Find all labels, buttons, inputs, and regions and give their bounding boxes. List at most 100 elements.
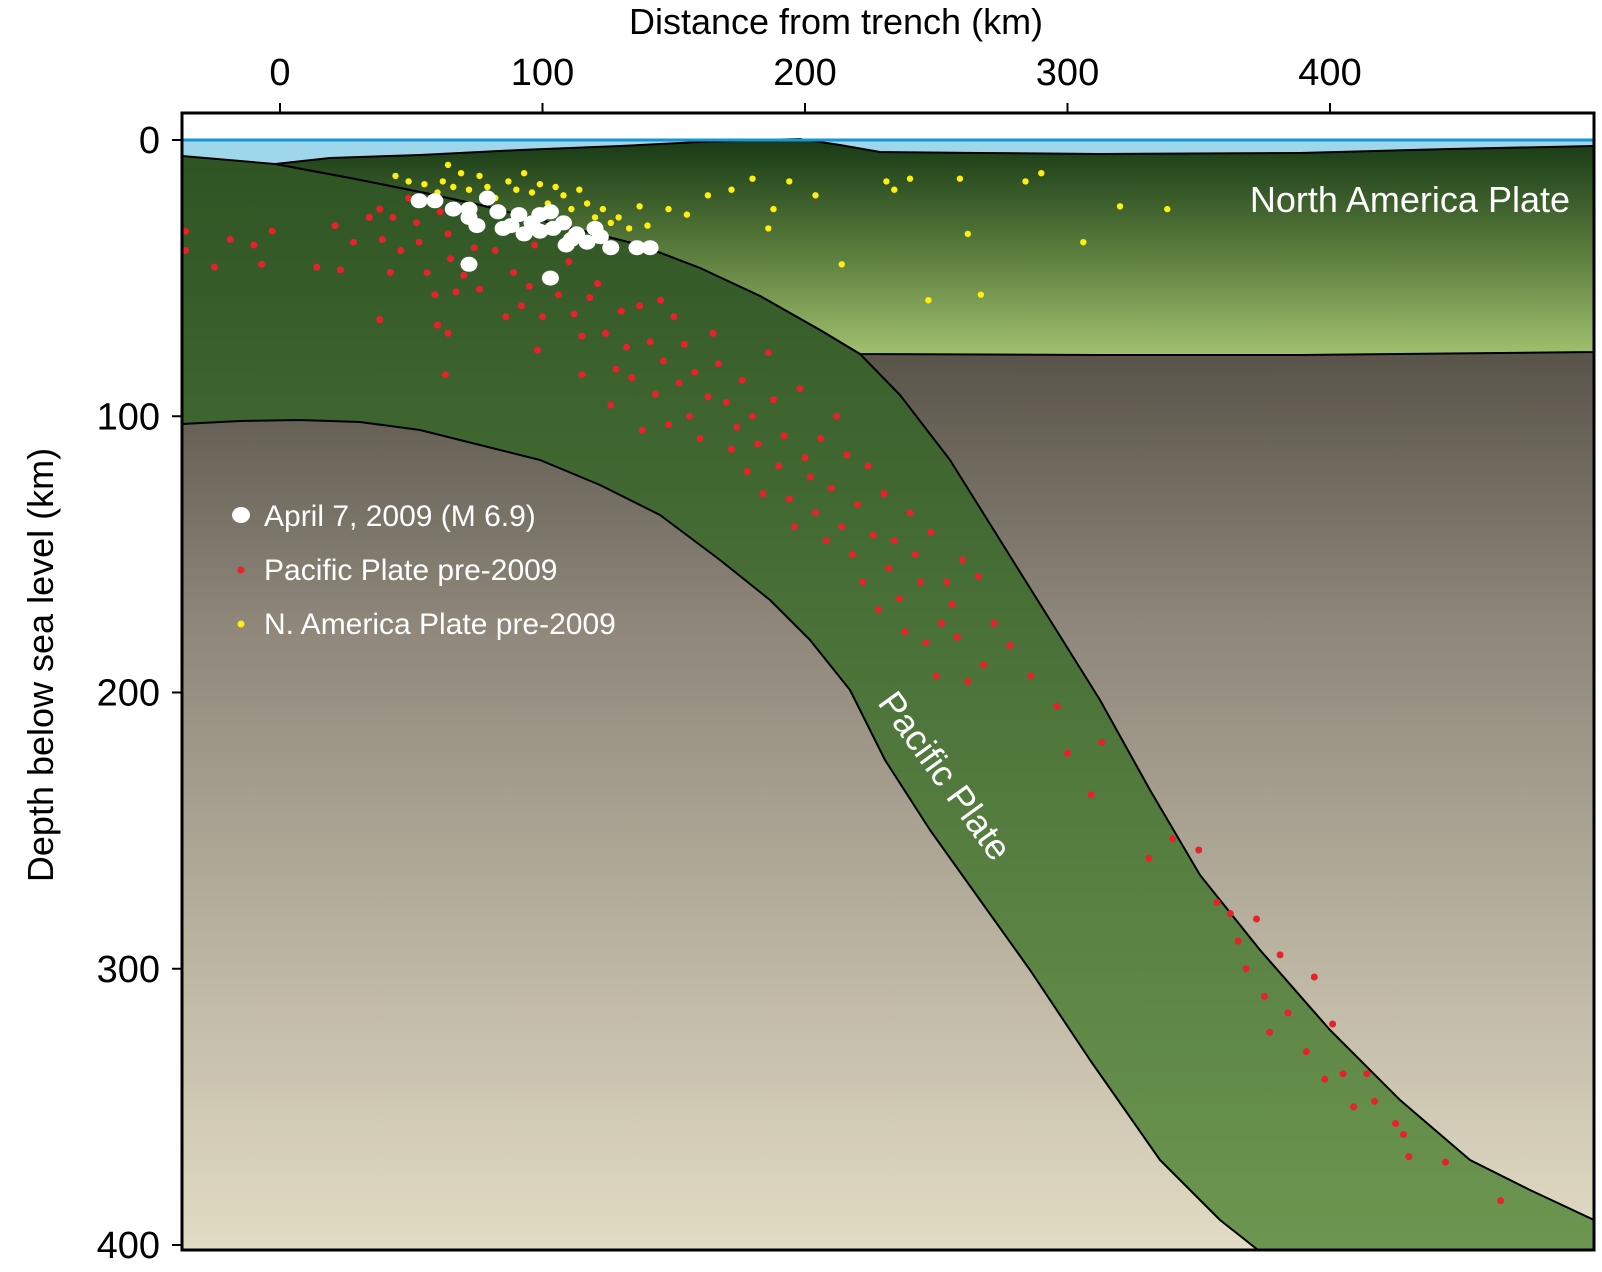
north-america-event-dot — [591, 214, 599, 221]
pacific-event-dot — [415, 238, 423, 246]
pacific-event-dot — [691, 368, 699, 376]
pacific-event-dot — [365, 213, 373, 221]
pacific-event-dot — [565, 258, 573, 266]
pacific-event-dot — [1253, 915, 1260, 923]
pacific-event-dot — [743, 468, 751, 475]
pacific-event-dot — [628, 374, 636, 382]
pacific-event-dot — [268, 227, 276, 235]
pacific-event-dot — [554, 291, 562, 299]
pacific-event-dot — [441, 371, 449, 379]
pacific-event-dot — [1276, 951, 1284, 959]
pacific-event-dot — [943, 578, 951, 586]
north-america-event-dot — [1164, 205, 1171, 213]
north-america-event-dot — [444, 161, 452, 169]
pacific-event-dot — [1405, 1153, 1413, 1161]
pacific-event-dot — [638, 426, 646, 434]
pacific-event-dot — [838, 523, 846, 531]
pacific-event-dot — [397, 247, 405, 254]
pacific-event-dot — [1027, 672, 1035, 680]
pacific-event-dot — [974, 573, 982, 580]
north-america-event-dot — [636, 203, 643, 210]
pacific-event-dot — [378, 235, 386, 243]
north-america-event-dot — [838, 261, 845, 268]
x-axis: 0 100 200 300 400 — [269, 52, 1362, 113]
pacific-event-dot — [665, 421, 672, 428]
pacific-event-dot — [1006, 642, 1014, 649]
april-2009-event-dot — [541, 270, 559, 286]
april-2009-event-dot — [555, 215, 572, 231]
north-america-event-dot — [405, 178, 412, 185]
pacific-event-dot — [1392, 1120, 1400, 1127]
x-tick-label: 400 — [1298, 52, 1361, 94]
north-america-event-dot — [977, 291, 985, 298]
north-america-event-dot — [465, 186, 473, 193]
pacific-event-dot — [434, 321, 441, 329]
pacific-event-dot — [405, 194, 413, 202]
north-america-event-dot — [728, 186, 735, 193]
pacific-plate — [182, 155, 1594, 1250]
north-america-event-dot — [607, 219, 614, 227]
pacific-event-dot — [1226, 910, 1234, 917]
april-2009-event-dot — [578, 234, 596, 250]
pacific-event-dot — [436, 208, 444, 216]
north-america-pre2009-events — [392, 161, 1171, 304]
pacific-event-dot — [1310, 973, 1318, 981]
pacific-event-dot — [623, 343, 630, 351]
pacific-event-dot — [785, 495, 793, 503]
pacific-event-dot — [313, 263, 321, 271]
pacific-event-dot — [1213, 899, 1221, 906]
pacific-event-dot — [796, 385, 804, 393]
pacific-event-dot — [617, 307, 625, 315]
pacific-event-dot — [885, 564, 893, 572]
pacific-event-dot — [431, 291, 439, 299]
north-america-event-dot — [450, 183, 457, 191]
april-2009-event-dot — [489, 204, 507, 220]
pacific-event-dot — [733, 423, 741, 431]
pacific-event-dot — [539, 313, 546, 321]
pacific-event-dot — [1350, 1103, 1358, 1111]
pacific-event-dot — [859, 578, 867, 586]
pacific-event-dot — [226, 235, 234, 243]
pacific-event-dot — [531, 241, 539, 249]
legend-marker-small — [237, 620, 245, 628]
pacific-event-dot — [917, 578, 924, 586]
north-america-event-dot — [513, 186, 520, 193]
pacific-event-dot — [938, 619, 945, 627]
y-tick-label: 100 — [97, 396, 160, 438]
pacific-event-dot — [602, 329, 609, 337]
pacific-event-dot — [1371, 1097, 1379, 1105]
pacific-event-dot — [722, 398, 730, 406]
legend-label-pacific: Pacific Plate pre-2009 — [264, 554, 558, 587]
pacific-event-dot — [350, 238, 357, 246]
april-2009-event-dot — [628, 240, 646, 256]
pacific-event-dot — [738, 376, 746, 384]
pacific-event-dot — [704, 393, 712, 401]
north-america-event-dot — [625, 225, 633, 232]
north-america-event-dot — [536, 181, 544, 188]
pacific-event-dot — [1329, 1020, 1337, 1028]
y-tick-label: 300 — [97, 949, 160, 991]
pacific-event-dot — [675, 379, 683, 387]
north-america-event-dot — [457, 170, 465, 177]
pacific-event-dot — [822, 537, 830, 545]
pacific-event-dot — [1169, 835, 1176, 843]
legend-label-northamerica: N. America Plate pre-2009 — [264, 608, 616, 641]
north-america-event-dot — [704, 192, 712, 199]
north-america-event-dot — [476, 172, 483, 180]
legend-marker-large — [232, 507, 250, 523]
plot-frame — [180, 111, 1596, 1252]
pacific-event-dot — [1339, 1070, 1347, 1078]
pacific-event-dot — [817, 434, 825, 442]
pacific-event-dot — [1053, 702, 1061, 710]
pacific-event-dot — [1195, 846, 1203, 854]
pacific-event-dot — [376, 316, 384, 324]
north-america-event-dot — [1080, 239, 1087, 246]
pacific-event-dot — [1098, 738, 1106, 746]
north-america-event-dot — [956, 175, 964, 182]
north-america-event-dot — [1022, 178, 1029, 185]
north-america-event-dot — [644, 222, 651, 229]
april-2009-event-dot — [641, 240, 659, 256]
pacific-event-dot — [1363, 1070, 1371, 1078]
pacific-event-dot — [452, 288, 460, 296]
